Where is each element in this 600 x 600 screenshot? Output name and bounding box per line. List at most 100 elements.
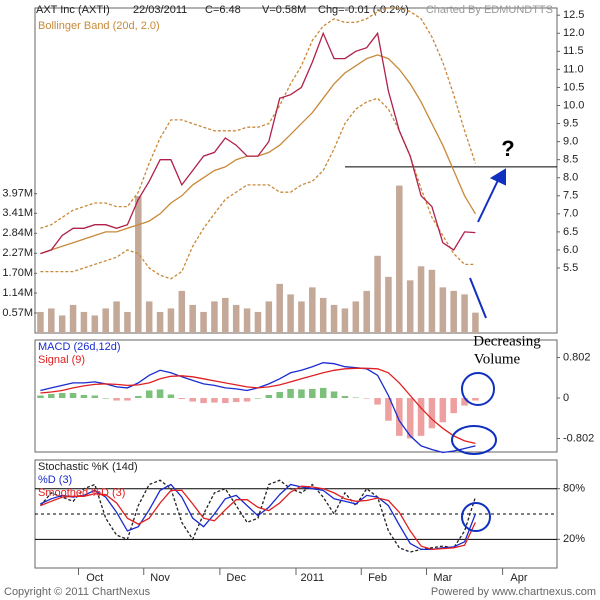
- bar: [222, 398, 229, 404]
- bar: [37, 311, 44, 333]
- bar: [287, 294, 294, 333]
- bar: [265, 394, 273, 399]
- x-tick-label: Feb: [368, 572, 387, 584]
- y-tick-label: 10.5: [563, 81, 584, 93]
- arrow-head: [489, 168, 506, 186]
- info-volume: V=0.58M: [262, 4, 306, 16]
- y-tick-label: 8.0: [563, 172, 578, 184]
- series-line: [40, 367, 476, 445]
- y-tick-label: -0.802: [563, 432, 594, 444]
- y-tick-label: 80%: [563, 483, 585, 495]
- series-line: [40, 31, 476, 255]
- bar: [330, 304, 338, 333]
- bar: [91, 315, 99, 333]
- bar: [461, 398, 468, 406]
- bar: [48, 393, 55, 399]
- bar: [417, 266, 425, 333]
- circle: [461, 372, 495, 406]
- bar: [265, 301, 273, 333]
- bar: [428, 269, 436, 333]
- legend-entry: Stochastic %K (14d): [38, 461, 138, 473]
- bar: [276, 391, 283, 399]
- legend-entry: MACD (26d,12d): [38, 341, 121, 353]
- bar: [189, 304, 196, 333]
- bar: [276, 283, 283, 333]
- bar: [406, 280, 414, 333]
- bar: [178, 398, 186, 400]
- bar: [385, 276, 392, 333]
- y-tick-label: 0.802: [563, 351, 591, 363]
- bar: [167, 308, 175, 333]
- series-line: [40, 483, 477, 551]
- bar: [254, 398, 262, 399]
- chart-title: AXT Inc (AXTI): [36, 4, 110, 16]
- copyright: Copyright © 2011 ChartNexus: [4, 586, 151, 598]
- y-tick-label: 7.5: [563, 190, 578, 202]
- bar: [406, 398, 414, 439]
- y-tick-label: 9.0: [563, 136, 578, 148]
- bar: [80, 394, 88, 399]
- bar: [37, 395, 44, 399]
- bar: [243, 398, 251, 402]
- bar: [189, 398, 196, 402]
- legend-entry: %D (3): [38, 474, 72, 486]
- circle: [451, 425, 497, 455]
- x-tick-label: Mar: [433, 572, 452, 584]
- bar: [352, 301, 360, 333]
- bar: [124, 398, 131, 401]
- bar: [330, 391, 338, 399]
- bar: [58, 315, 66, 333]
- y-tick-label: 6.5: [563, 226, 578, 238]
- bar: [58, 392, 66, 399]
- bar: [102, 308, 109, 333]
- series-line: [40, 7, 477, 229]
- price-panel: [34, 7, 558, 334]
- y-tick-label: 8.5: [563, 154, 578, 166]
- bar: [178, 290, 186, 333]
- series-line: [40, 54, 476, 255]
- bar: [363, 398, 370, 399]
- bar: [232, 304, 240, 333]
- bar: [211, 301, 218, 333]
- y-tick-label: 12.0: [563, 27, 584, 39]
- series-line: [40, 485, 476, 551]
- bar: [156, 389, 164, 399]
- bar: [417, 398, 425, 436]
- info-close: C=6.48: [205, 4, 241, 16]
- info-change: Chg=-0.01 (-0.2%): [318, 4, 409, 16]
- bar: [69, 304, 77, 333]
- bar: [102, 398, 109, 399]
- bar: [472, 398, 479, 401]
- powered-by: Powered by www.chartnexus.com: [431, 586, 596, 598]
- x-tick-label: Apr: [510, 572, 527, 584]
- y-tick-label: 7.0: [563, 208, 578, 220]
- y2-tick-label: 1.70M: [2, 267, 33, 279]
- bar: [428, 398, 436, 429]
- arrow: [469, 277, 487, 319]
- x-tick-label: Oct: [86, 572, 103, 584]
- bar: [298, 389, 305, 399]
- bar: [232, 398, 240, 403]
- bar: [341, 308, 349, 333]
- bar: [211, 398, 218, 403]
- bar: [80, 311, 88, 333]
- bar: [396, 398, 403, 436]
- info-date: 22/03/2011: [133, 4, 187, 16]
- bar: [200, 311, 207, 333]
- y2-tick-label: 2.27M: [2, 247, 33, 259]
- bar: [341, 396, 349, 399]
- bar: [309, 287, 316, 333]
- bar: [298, 301, 305, 333]
- bar: [167, 394, 175, 399]
- bar: [254, 311, 262, 333]
- x-tick-label: 2011: [300, 572, 324, 584]
- bar: [48, 308, 55, 333]
- y2-tick-label: 3.41M: [2, 207, 33, 219]
- bar: [352, 397, 360, 399]
- legend-entry: Signal (9): [38, 354, 85, 366]
- bar: [374, 255, 381, 333]
- annotation-text: Volume: [474, 351, 521, 367]
- y-tick-label: 9.5: [563, 117, 578, 129]
- y-tick-label: 11.5: [563, 45, 584, 57]
